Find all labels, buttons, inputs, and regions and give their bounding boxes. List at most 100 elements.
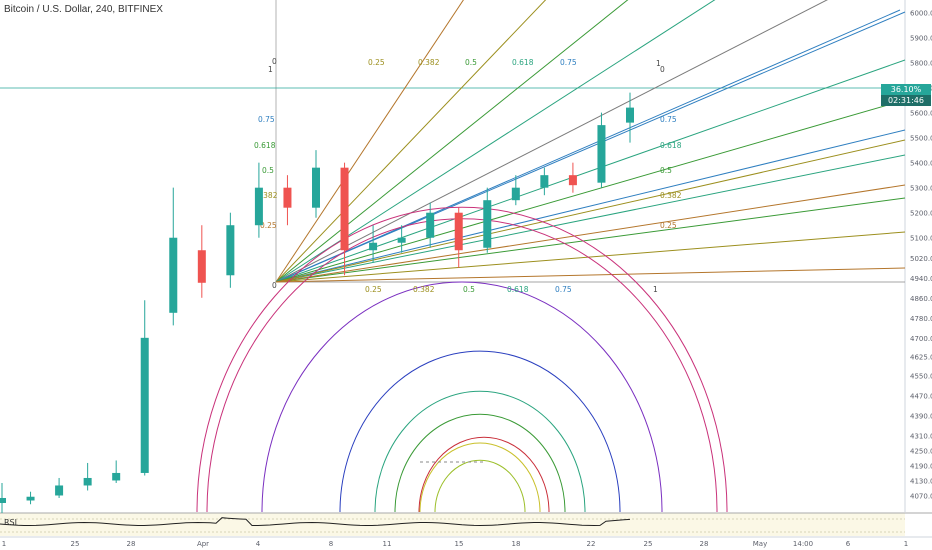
candle-body xyxy=(369,242,378,251)
price-tick-label: 5600.0 xyxy=(910,110,932,118)
gann-fan-line xyxy=(275,0,547,283)
gann-arc xyxy=(434,459,526,513)
price-tick-label: 4190.0 xyxy=(910,462,932,470)
price-tick-label: 4130.0 xyxy=(910,477,932,485)
time-tick-label: 6 xyxy=(846,540,851,548)
gann-arc xyxy=(261,281,663,513)
gann-corner-label: 0 xyxy=(660,65,665,74)
fan-level-label-right: 0.382 xyxy=(660,191,682,200)
price-tick-label: 4310.0 xyxy=(910,432,932,440)
time-tick-label: 25 xyxy=(71,540,80,548)
candle-body xyxy=(254,187,263,226)
time-tick-label: 18 xyxy=(512,540,521,548)
time-tick-label: 1 xyxy=(2,540,6,548)
gann-arc xyxy=(394,413,566,513)
price-tick-label: 4700.0 xyxy=(910,335,932,343)
candle-body xyxy=(55,485,64,496)
fan-level-label-top: 0.382 xyxy=(418,58,440,67)
time-tick-label: 28 xyxy=(700,540,709,548)
price-tick-label: 4780.0 xyxy=(910,315,932,323)
price-tick-label: 5100.0 xyxy=(910,235,932,243)
price-tick-label: 4625.0 xyxy=(910,354,932,362)
candle-body xyxy=(483,200,492,248)
fan-level-label-bottom: 0.618 xyxy=(507,285,529,294)
price-tick-label: 5500.0 xyxy=(910,135,932,143)
gann-fan-line xyxy=(275,267,906,283)
time-tick-label: 11 xyxy=(383,540,392,548)
price-tick-label: 6000.0 xyxy=(910,10,932,18)
fan-level-label-bottom: 0.5 xyxy=(463,285,475,294)
fan-level-label-left: 0.75 xyxy=(258,115,275,124)
candle-body xyxy=(197,250,206,283)
candle-body xyxy=(140,337,149,473)
price-tick-label: 5200.0 xyxy=(910,210,932,218)
gann-fan-line-right xyxy=(275,99,906,283)
gann-arc xyxy=(196,206,728,513)
fan-level-label-left: 0.382 xyxy=(256,191,278,200)
gann-corner-label: 1 xyxy=(268,65,273,74)
price-tick-label: 4940.0 xyxy=(910,275,932,283)
time-tick-label: 4 xyxy=(256,540,261,548)
price-tick-label: 4550.0 xyxy=(910,372,932,380)
gann-arc xyxy=(419,442,541,513)
gann-fan-line xyxy=(275,154,906,283)
gann-fan-line xyxy=(275,0,464,283)
gann-fan-line-right xyxy=(275,139,906,283)
gann-arc xyxy=(418,436,550,513)
fan-level-label-left: 0.25 xyxy=(260,221,277,230)
time-tick-label: 28 xyxy=(127,540,136,548)
gann-arc xyxy=(374,390,586,513)
price-tick-label: 5400.0 xyxy=(910,160,932,168)
candle-body xyxy=(511,187,520,201)
candle-body xyxy=(340,167,349,251)
fan-level-label-right: 0.618 xyxy=(660,141,682,150)
gann-fan-line xyxy=(275,0,629,283)
fan-level-label-left: 0.5 xyxy=(262,166,274,175)
fan-level-label-top: 0.618 xyxy=(512,58,534,67)
price-tick-label: 5020.0 xyxy=(910,255,932,263)
candle-body xyxy=(283,187,292,208)
candle-body xyxy=(112,472,121,481)
gann-arc xyxy=(339,350,621,513)
fan-level-label-left: 0.618 xyxy=(254,141,276,150)
time-tick-label: 14:00 xyxy=(793,540,813,548)
candle-body xyxy=(626,107,634,123)
time-tick-label: Apr xyxy=(197,540,209,548)
time-tick-label: 25 xyxy=(644,540,653,548)
price-tick-label: 5300.0 xyxy=(910,185,932,193)
rsi-label: RSI xyxy=(4,518,17,527)
candle-body xyxy=(454,212,463,251)
price-tick-label: 4390.0 xyxy=(910,412,932,420)
rsi-line xyxy=(0,517,631,527)
gann-fan-line-right xyxy=(275,59,906,283)
candle-body xyxy=(540,175,549,188)
price-tick-label: 4860.0 xyxy=(910,295,932,303)
candle-body xyxy=(597,125,606,183)
fan-level-label-right: 0.75 xyxy=(660,115,677,124)
candle-body xyxy=(169,237,178,313)
gann-fan-line xyxy=(275,197,906,283)
time-tick-label: 1 xyxy=(904,540,908,548)
fan-level-label-bottom: 0.382 xyxy=(413,285,435,294)
time-tick-label: 15 xyxy=(455,540,464,548)
gann-corner-label: 1 xyxy=(656,59,661,68)
fan-level-label-right: 0.25 xyxy=(660,221,677,230)
gann-corner-label: 1 xyxy=(653,285,658,294)
gann-fan-line xyxy=(275,231,906,283)
price-tick-label: 4070.0 xyxy=(910,492,932,500)
symbol-title[interactable]: Bitcoin / U.S. Dollar, 240, BITFINEX xyxy=(4,4,163,15)
candle-body xyxy=(426,212,435,238)
price-tick-label: 4470.0 xyxy=(910,392,932,400)
fan-level-label-top: 0.25 xyxy=(368,58,385,67)
price-tick-label: 4250.0 xyxy=(910,447,932,455)
gann-fan-line xyxy=(275,0,828,283)
fan-level-label-top: 0.5 xyxy=(465,58,477,67)
gann-fan-line xyxy=(275,9,901,283)
candle-body xyxy=(397,237,406,243)
time-tick-label: 22 xyxy=(587,540,596,548)
gann-fan-line-right xyxy=(275,11,906,283)
last-price-badge: 36.10% 5620.0 xyxy=(881,84,931,105)
